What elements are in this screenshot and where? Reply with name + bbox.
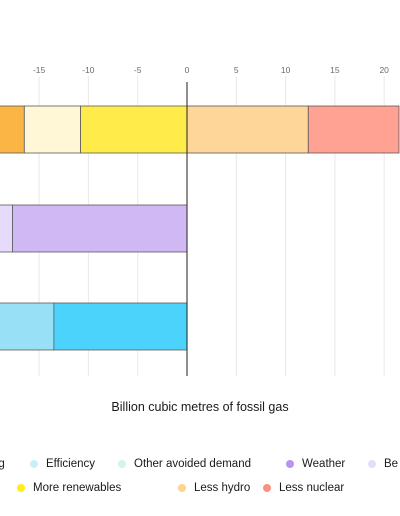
bar-segment: [12, 204, 188, 253]
chart-plot: -15 -10 -5 0 5 10 15 20: [0, 65, 400, 376]
legend-label: Less hydro: [194, 482, 251, 494]
legend-label: Weather: [302, 458, 346, 470]
legend-label: More renewables: [33, 482, 122, 494]
legend-item: ng: [0, 458, 5, 470]
x-tick-labels: -15 -10 -5 0 5 10 15 20: [33, 65, 389, 75]
legend-swatch: [178, 484, 186, 492]
bar-segment: [0, 204, 13, 253]
legend-label: Other avoided demand: [134, 458, 251, 470]
legend-item: Other avoided demand: [118, 458, 251, 470]
x-tick-label: 15: [330, 65, 340, 75]
legend-item: Be: [368, 458, 398, 470]
stacked-bars: [0, 105, 400, 351]
legend-item: Less nuclear: [263, 482, 344, 494]
legend-swatch: [30, 460, 38, 468]
x-tick-label: 10: [281, 65, 291, 75]
legend-label: Less nuclear: [279, 482, 345, 494]
legend-label: Efficiency: [46, 458, 96, 470]
x-tick-label: -5: [134, 65, 142, 75]
legend: ng Efficiency Other avoided demand Weather B…: [0, 458, 400, 508]
legend-swatch: [263, 484, 271, 492]
x-axis-label: Billion cubic metres of fossil gas: [111, 400, 289, 414]
x-tick-label: 20: [379, 65, 389, 75]
legend-item: Less hydro: [178, 482, 250, 494]
legend-swatch: [368, 460, 376, 468]
legend-swatch: [286, 460, 294, 468]
x-tick-label: -10: [82, 65, 95, 75]
legend-swatch: [118, 460, 126, 468]
x-tick-label: 5: [234, 65, 239, 75]
bar-segment: [307, 105, 400, 154]
legend-swatch: [17, 484, 25, 492]
bar-segment: [53, 302, 188, 351]
bar-segment: [80, 105, 188, 154]
bar-segment: [186, 105, 309, 154]
legend-item: Efficiency: [30, 458, 95, 470]
x-tick-label: -15: [33, 65, 46, 75]
legend-item: Weather: [286, 458, 345, 470]
legend-label: ng: [0, 458, 5, 470]
bar-segment: [0, 105, 25, 154]
x-tick-label: 0: [185, 65, 190, 75]
bar-segment: [23, 105, 81, 154]
bar-segment: [0, 302, 55, 351]
legend-label: Be: [384, 458, 399, 470]
legend-item: More renewables: [17, 482, 121, 494]
